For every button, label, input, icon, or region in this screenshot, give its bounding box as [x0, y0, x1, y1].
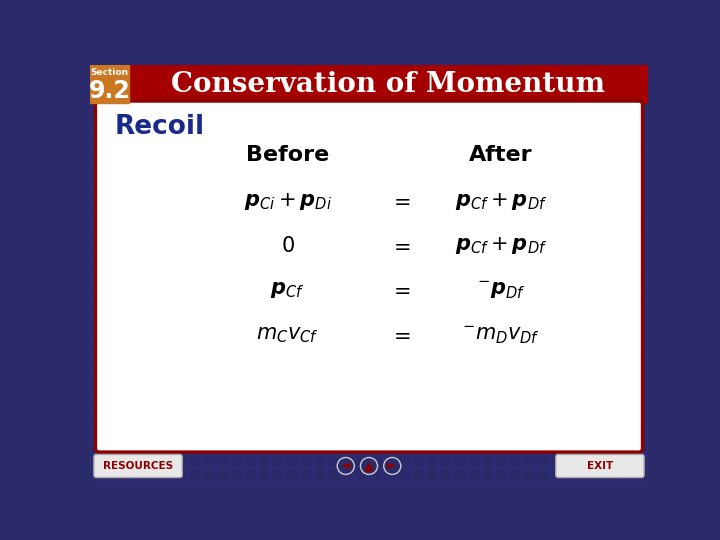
Text: Recoil: Recoil — [114, 114, 205, 140]
Bar — [90, 65, 129, 103]
Text: ▲: ▲ — [364, 460, 374, 472]
Text: RESOURCES: RESOURCES — [103, 461, 173, 471]
Text: $\boldsymbol{p}_{Cf} + \boldsymbol{p}_{Df}$: $\boldsymbol{p}_{Cf} + \boldsymbol{p}_{D… — [454, 191, 547, 212]
Text: $=$: $=$ — [390, 191, 410, 211]
Text: $^{-}m_D v_{Df}$: $^{-}m_D v_{Df}$ — [462, 324, 540, 346]
Text: ◄: ◄ — [341, 460, 351, 472]
Ellipse shape — [384, 457, 401, 475]
Text: ►: ► — [387, 460, 397, 472]
Text: $=$: $=$ — [390, 280, 410, 300]
FancyBboxPatch shape — [556, 455, 644, 477]
Text: $^{-}\boldsymbol{p}_{Df}$: $^{-}\boldsymbol{p}_{Df}$ — [477, 279, 525, 301]
Text: $m_C v_{Cf}$: $m_C v_{Cf}$ — [256, 325, 319, 345]
Text: EXIT: EXIT — [587, 461, 613, 471]
Bar — [90, 451, 648, 481]
Text: $=$: $=$ — [390, 236, 410, 256]
Text: Before: Before — [246, 145, 329, 165]
Bar — [90, 65, 648, 103]
Text: After: After — [469, 145, 533, 165]
Text: $=$: $=$ — [390, 325, 410, 345]
Ellipse shape — [337, 457, 354, 475]
Text: 9.2: 9.2 — [89, 79, 130, 103]
Text: $\boldsymbol{p}_{Cf} + \boldsymbol{p}_{Df}$: $\boldsymbol{p}_{Cf} + \boldsymbol{p}_{D… — [454, 235, 547, 256]
Text: Section: Section — [90, 68, 128, 77]
FancyBboxPatch shape — [94, 455, 182, 477]
Text: $\boldsymbol{p}_{Cf}$: $\boldsymbol{p}_{Cf}$ — [270, 280, 305, 300]
FancyBboxPatch shape — [96, 101, 642, 452]
Ellipse shape — [361, 457, 377, 475]
Text: Conservation of Momentum: Conservation of Momentum — [171, 71, 606, 98]
Text: $0$: $0$ — [281, 236, 294, 256]
Text: $\boldsymbol{p}_{Ci} + \boldsymbol{p}_{Di}$: $\boldsymbol{p}_{Ci} + \boldsymbol{p}_{D… — [243, 191, 332, 212]
